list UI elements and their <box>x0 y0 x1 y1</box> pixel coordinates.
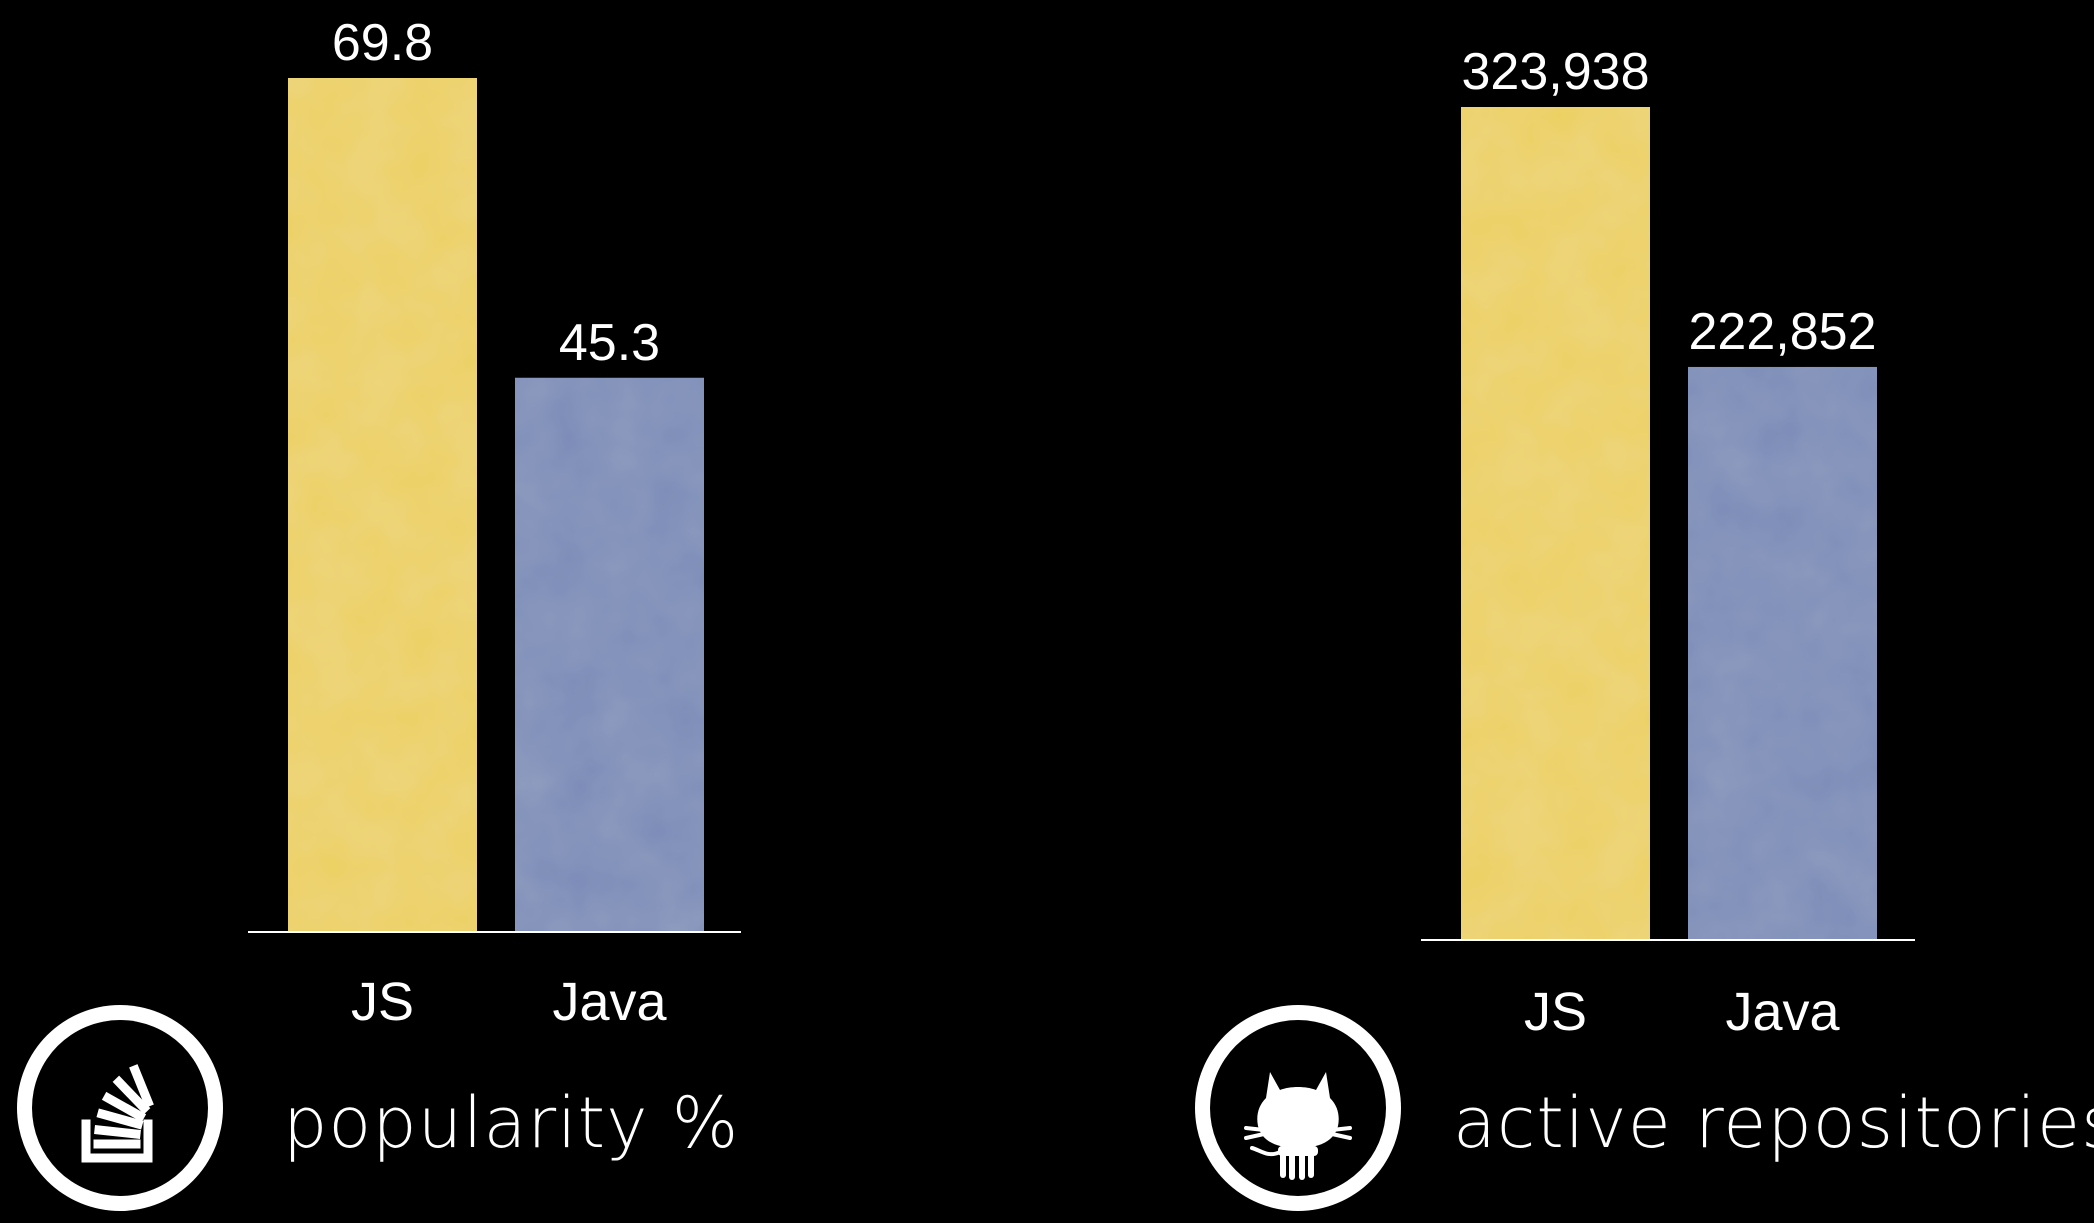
category-label-java: Java <box>552 972 667 1032</box>
popularity-chart: 69.8 JS 45.3 Java <box>248 14 741 1032</box>
value-label-js: 323,938 <box>1462 43 1650 101</box>
github-octocat-icon <box>1244 1072 1352 1180</box>
stackoverflow-icon <box>81 1064 154 1163</box>
value-label-java: 222,852 <box>1689 303 1877 361</box>
github-logo <box>1195 1005 1401 1211</box>
repositories-chart: 323,938 JS 222,852 Java <box>1421 43 1915 1042</box>
category-label-js: JS <box>351 972 414 1032</box>
stackoverflow-logo <box>17 1005 223 1211</box>
value-label-js: 69.8 <box>332 14 433 72</box>
value-label-java: 45.3 <box>559 314 660 372</box>
popularity-caption: popularity % <box>283 1082 740 1164</box>
category-label-java: Java <box>1725 982 1840 1042</box>
repositories-caption: active repositories <box>1453 1082 2094 1164</box>
bar-java <box>1688 366 1877 940</box>
category-label-js: JS <box>1524 982 1587 1042</box>
bar-js <box>288 78 477 932</box>
bar-java <box>515 377 704 932</box>
bar-js <box>1461 107 1650 940</box>
